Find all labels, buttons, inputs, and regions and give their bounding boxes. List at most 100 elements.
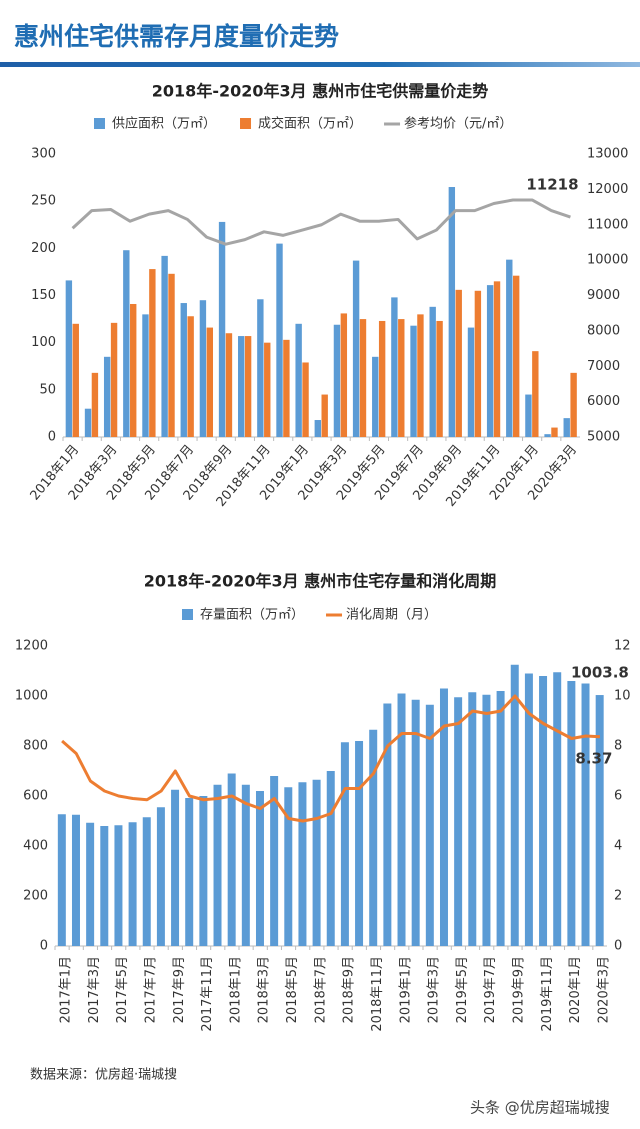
bar bbox=[199, 796, 208, 946]
bar bbox=[359, 319, 367, 437]
y2-tick-label: 10000 bbox=[587, 253, 628, 268]
bar bbox=[314, 420, 321, 437]
bar bbox=[532, 351, 539, 437]
bar bbox=[168, 273, 175, 437]
bar bbox=[149, 269, 156, 437]
bar bbox=[65, 280, 73, 437]
bar bbox=[264, 342, 271, 437]
y-tick-label: 50 bbox=[39, 382, 56, 397]
y-tick-label: 800 bbox=[23, 739, 48, 754]
y-tick-label: 1000 bbox=[15, 689, 48, 704]
bar bbox=[255, 791, 264, 946]
bar bbox=[567, 681, 576, 946]
bar bbox=[187, 316, 194, 437]
x-tick-label: 2020年1月 bbox=[568, 956, 583, 1023]
y2-tick-label: 6 bbox=[614, 789, 622, 804]
bar bbox=[544, 434, 551, 437]
legend-label: 存量面积（万㎡） bbox=[200, 608, 304, 623]
bar bbox=[128, 822, 137, 946]
x-tick-label: 2019年3月 bbox=[427, 956, 442, 1023]
bar bbox=[227, 773, 236, 946]
bar bbox=[206, 327, 214, 437]
bar bbox=[570, 372, 577, 437]
bar bbox=[391, 297, 398, 437]
bar bbox=[244, 336, 252, 437]
line bbox=[61, 694, 601, 823]
bar bbox=[284, 787, 293, 946]
bar bbox=[539, 676, 548, 946]
y-tick-label: 200 bbox=[23, 889, 48, 904]
bar bbox=[185, 798, 194, 946]
data-label: 1003.8 bbox=[571, 664, 629, 682]
bar bbox=[372, 356, 379, 437]
bar bbox=[410, 325, 417, 437]
y-tick-label: 300 bbox=[31, 147, 56, 162]
bar bbox=[114, 825, 123, 946]
y2-tick-label: 0 bbox=[614, 939, 622, 954]
bar bbox=[72, 323, 79, 437]
legend-swatch bbox=[240, 118, 252, 129]
y2-tick-label: 9000 bbox=[587, 288, 620, 303]
bar bbox=[312, 779, 321, 946]
bar bbox=[468, 692, 477, 946]
x-tick-label: 2017年1月 bbox=[59, 956, 74, 1023]
bar bbox=[398, 319, 405, 437]
bar bbox=[326, 771, 335, 946]
y2-tick-label: 13000 bbox=[587, 147, 628, 162]
bar bbox=[295, 323, 302, 437]
bar bbox=[467, 327, 475, 437]
bar bbox=[563, 418, 570, 437]
y-tick-label: 1200 bbox=[15, 639, 48, 654]
bar bbox=[57, 814, 66, 946]
y2-tick-label: 8000 bbox=[587, 323, 620, 338]
y-tick-label: 100 bbox=[31, 335, 56, 350]
bar bbox=[436, 320, 443, 437]
bar bbox=[429, 306, 436, 437]
bar bbox=[276, 243, 283, 437]
bar bbox=[84, 408, 92, 437]
bar bbox=[180, 303, 187, 437]
legend-label: 参考均价（元/㎡） bbox=[404, 116, 512, 132]
bar bbox=[142, 314, 149, 437]
bar bbox=[493, 281, 501, 437]
x-tick-label: 2018年3月 bbox=[257, 956, 272, 1023]
bar bbox=[302, 362, 309, 437]
x-tick-label: 2018年11月 bbox=[370, 956, 385, 1032]
y2-tick-label: 12 bbox=[614, 639, 631, 654]
x-tick-label: 2018年9月 bbox=[342, 956, 357, 1023]
bar bbox=[298, 782, 307, 946]
y2-tick-label: 6000 bbox=[587, 394, 620, 409]
bar bbox=[171, 789, 180, 946]
bar bbox=[454, 697, 463, 946]
x-tick-label: 2019年11月 bbox=[540, 956, 555, 1032]
x-tick-label: 2020年3月 bbox=[596, 956, 611, 1023]
data-label: 11218 bbox=[526, 176, 578, 194]
page-title: 惠州住宅供需存月度量价走势 bbox=[14, 22, 339, 51]
source-note: 数据来源：优房超·瑞城搜 bbox=[30, 1067, 177, 1083]
legend-label: 供应面积（万㎡） bbox=[112, 116, 216, 132]
bar bbox=[103, 356, 111, 437]
x-tick-label: 2019年9月 bbox=[512, 956, 527, 1023]
bar bbox=[156, 807, 165, 946]
bar bbox=[411, 699, 420, 946]
bar bbox=[448, 187, 456, 437]
bar bbox=[283, 339, 290, 437]
bar bbox=[474, 290, 482, 437]
bar bbox=[225, 333, 233, 437]
y-tick-label: 150 bbox=[31, 288, 56, 303]
y2-tick-label: 2 bbox=[614, 889, 622, 904]
x-tick-label: 2017年7月 bbox=[144, 956, 159, 1023]
bar bbox=[218, 221, 226, 437]
bar bbox=[100, 826, 109, 946]
chart-title: 2018年-2020年3月 惠州市住宅存量和消化周期 bbox=[144, 572, 496, 591]
bar bbox=[455, 289, 462, 437]
x-tick-label: 2019年7月 bbox=[483, 956, 498, 1023]
y2-tick-label: 7000 bbox=[587, 359, 620, 374]
bar bbox=[581, 683, 590, 946]
bar bbox=[123, 250, 130, 437]
y-tick-label: 0 bbox=[40, 939, 48, 954]
x-tick-label: 2019年5月 bbox=[455, 956, 470, 1023]
bar bbox=[482, 694, 491, 946]
bar bbox=[352, 260, 360, 437]
